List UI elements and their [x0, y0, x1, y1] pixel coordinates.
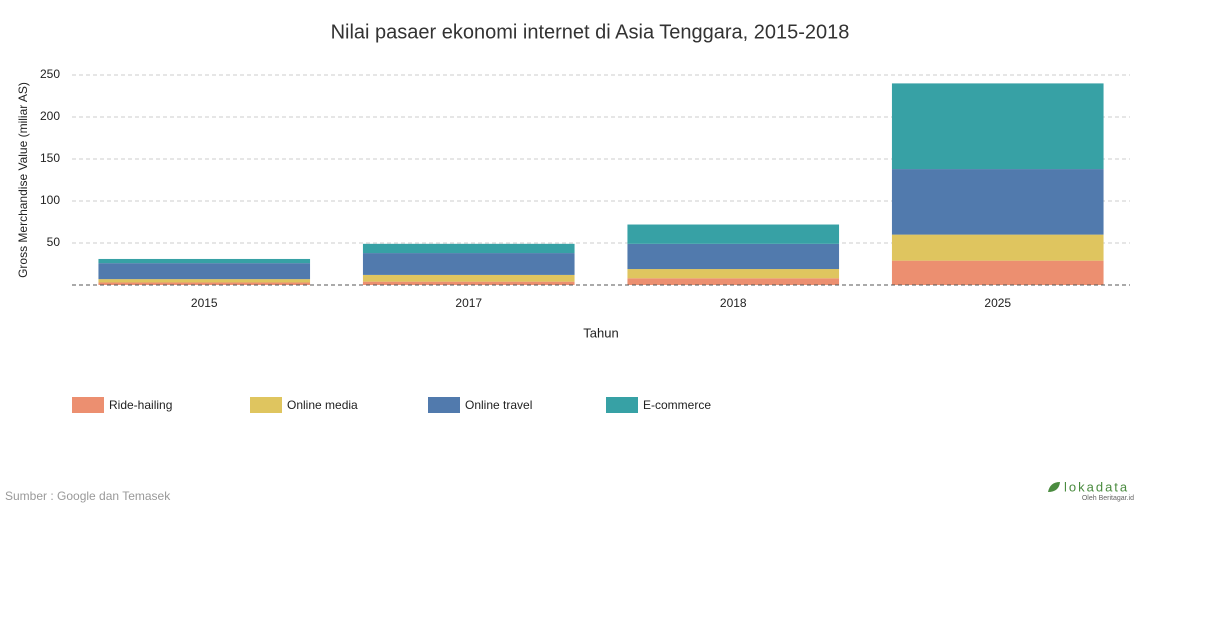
legend-swatch — [72, 397, 104, 413]
bar-segment — [891, 169, 1104, 235]
logo: lokadata — [1064, 479, 1129, 494]
legend-label: Online travel — [465, 398, 532, 412]
source: Sumber : Google dan Temasek — [5, 489, 171, 503]
x-tick-label: 2017 — [455, 296, 482, 310]
bar-segment — [891, 83, 1104, 170]
bar-segment — [891, 234, 1104, 261]
chart-title: Nilai pasaer ekonomi internet di Asia Te… — [331, 21, 850, 43]
bar-segment — [362, 253, 575, 275]
bar-segment — [98, 263, 311, 280]
bar-segment — [891, 260, 1104, 285]
y-axis-label: Gross Merchandise Value (miliar AS) — [16, 82, 30, 278]
y-tick-label: 50 — [47, 235, 61, 249]
x-tick-label: 2018 — [720, 296, 747, 310]
legend-swatch — [428, 397, 460, 413]
logo-sub: Oleh Beritagar.id — [1082, 495, 1134, 502]
y-tick-label: 250 — [40, 67, 60, 81]
bar-segment — [627, 243, 840, 270]
bar-segment — [627, 278, 840, 285]
bar-segment — [362, 274, 575, 282]
x-axis-label: Tahun — [583, 325, 618, 340]
legend-label: E-commerce — [643, 398, 711, 412]
bar-segment — [98, 258, 311, 264]
legend-swatch — [606, 397, 638, 413]
legend-label: Online media — [287, 398, 358, 412]
y-tick-label: 100 — [40, 193, 60, 207]
bar-segment — [362, 281, 575, 285]
y-tick-label: 200 — [40, 109, 60, 123]
bar-segment — [627, 269, 840, 279]
y-tick-label: 150 — [40, 151, 60, 165]
legend-swatch — [250, 397, 282, 413]
legend-label: Ride-hailing — [109, 398, 172, 412]
x-tick-label: 2015 — [191, 296, 218, 310]
bar-segment — [98, 282, 311, 285]
logo-icon — [1048, 482, 1060, 492]
x-tick-label: 2025 — [984, 296, 1011, 310]
bar-segment — [627, 224, 840, 244]
bar-segment — [362, 243, 575, 254]
bar-segment — [98, 279, 311, 283]
